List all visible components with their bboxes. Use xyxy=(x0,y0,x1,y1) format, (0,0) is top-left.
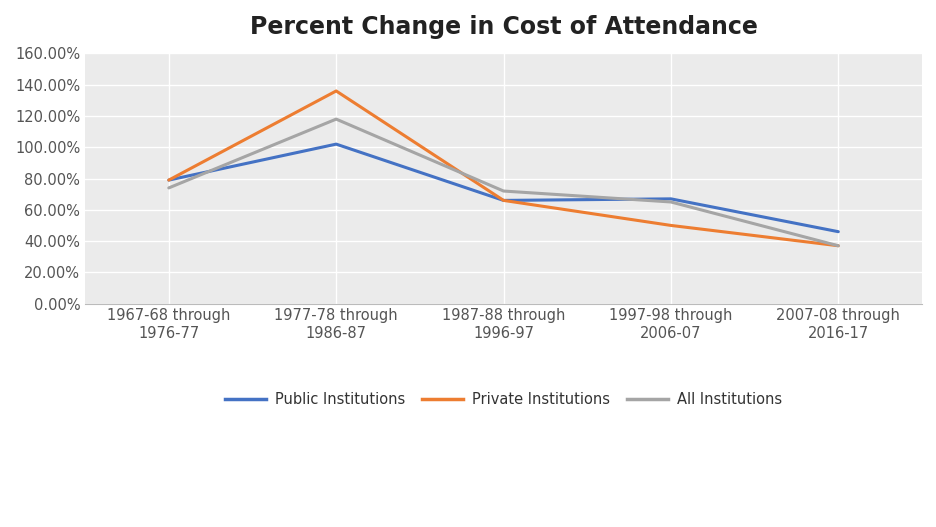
Public Institutions xyxy=(330,141,342,147)
Private Institutions xyxy=(665,222,676,229)
Public Institutions xyxy=(832,229,843,235)
Public Institutions xyxy=(665,196,676,202)
Private Institutions xyxy=(330,88,342,94)
Line: All Institutions: All Institutions xyxy=(168,119,838,246)
All Institutions xyxy=(497,188,508,194)
Private Institutions xyxy=(163,177,174,183)
Public Institutions xyxy=(163,177,174,183)
Legend: Public Institutions, Private Institutions, All Institutions: Public Institutions, Private Institution… xyxy=(219,386,787,413)
All Institutions xyxy=(330,116,342,122)
All Institutions xyxy=(832,242,843,249)
Line: Public Institutions: Public Institutions xyxy=(168,144,838,232)
All Institutions xyxy=(665,199,676,205)
Private Institutions xyxy=(497,197,508,203)
Private Institutions xyxy=(832,242,843,249)
Public Institutions xyxy=(497,197,508,203)
Line: Private Institutions: Private Institutions xyxy=(168,91,838,246)
Title: Percent Change in Cost of Attendance: Percent Change in Cost of Attendance xyxy=(249,15,756,39)
All Institutions xyxy=(163,185,174,191)
